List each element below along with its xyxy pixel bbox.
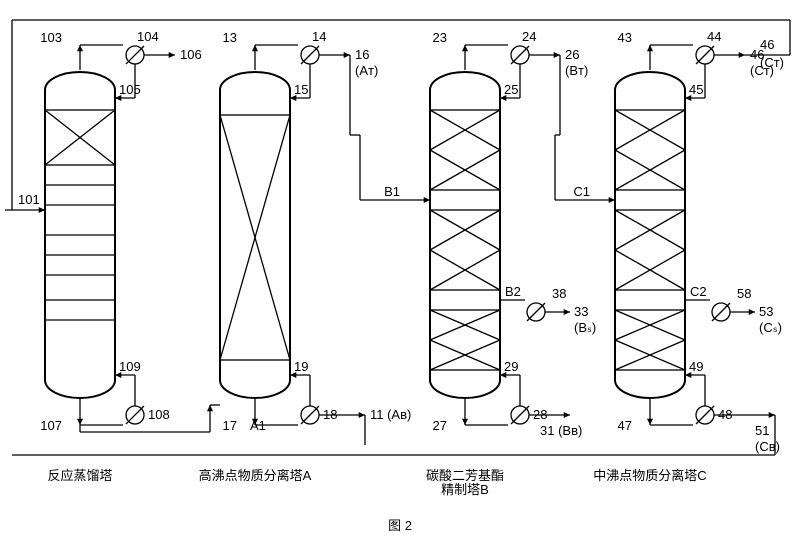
svg-text:25: 25 [504, 82, 518, 97]
column-A [220, 72, 290, 398]
svg-text:反应蒸馏塔: 反应蒸馏塔 [47, 468, 112, 483]
svg-text:11 (Aʙ): 11 (Aʙ) [370, 407, 411, 422]
svg-text:13: 13 [223, 30, 237, 45]
svg-text:(Bₛ): (Bₛ) [574, 320, 596, 335]
svg-text:17: 17 [223, 418, 237, 433]
svg-text:43: 43 [618, 30, 632, 45]
svg-text:图 2: 图 2 [388, 518, 412, 533]
svg-text:103: 103 [40, 30, 62, 45]
svg-text:108: 108 [148, 407, 170, 422]
svg-text:B2: B2 [505, 284, 521, 299]
svg-text:46: 46 [760, 37, 774, 52]
svg-text:高沸点物质分离塔A: 高沸点物质分离塔A [199, 468, 312, 483]
svg-text:A1: A1 [250, 418, 266, 433]
svg-text:58: 58 [737, 286, 751, 301]
svg-text:45: 45 [689, 82, 703, 97]
svg-text:B1: B1 [384, 184, 400, 199]
svg-text:碳酸二芳基酯: 碳酸二芳基酯 [426, 468, 504, 483]
svg-text:(Cₛ): (Cₛ) [759, 320, 782, 335]
svg-text:49: 49 [689, 359, 703, 374]
svg-text:33: 33 [574, 304, 588, 319]
svg-text:109: 109 [119, 359, 141, 374]
svg-text:C1: C1 [573, 184, 590, 199]
svg-text:C2: C2 [690, 284, 707, 299]
svg-text:精制塔B: 精制塔B [441, 482, 489, 497]
svg-text:31 (Bʙ): 31 (Bʙ) [540, 423, 582, 438]
svg-text:38: 38 [552, 286, 566, 301]
svg-text:中沸点物质分离塔C: 中沸点物质分离塔C [593, 468, 706, 483]
svg-text:51: 51 [755, 423, 769, 438]
svg-text:14: 14 [312, 29, 326, 44]
svg-text:27: 27 [433, 418, 447, 433]
svg-text:23: 23 [433, 30, 447, 45]
svg-text:107: 107 [40, 418, 62, 433]
svg-text:29: 29 [504, 359, 518, 374]
svg-text:104: 104 [137, 29, 159, 44]
svg-text:(Aᴛ): (Aᴛ) [355, 63, 378, 78]
svg-text:15: 15 [294, 82, 308, 97]
svg-text:44: 44 [707, 29, 721, 44]
svg-text:19: 19 [294, 359, 308, 374]
column-B [430, 72, 500, 398]
svg-text:(Bᴛ): (Bᴛ) [565, 63, 588, 78]
svg-text:105: 105 [119, 82, 141, 97]
svg-text:(Cᴛ): (Cᴛ) [760, 55, 784, 70]
svg-text:106: 106 [180, 47, 202, 62]
svg-text:(Cʙ): (Cʙ) [755, 439, 780, 454]
column-C [615, 72, 685, 398]
svg-text:101: 101 [18, 192, 40, 207]
svg-text:53: 53 [759, 304, 773, 319]
svg-text:47: 47 [618, 418, 632, 433]
svg-text:24: 24 [522, 29, 536, 44]
svg-text:16: 16 [355, 47, 369, 62]
svg-text:26: 26 [565, 47, 579, 62]
